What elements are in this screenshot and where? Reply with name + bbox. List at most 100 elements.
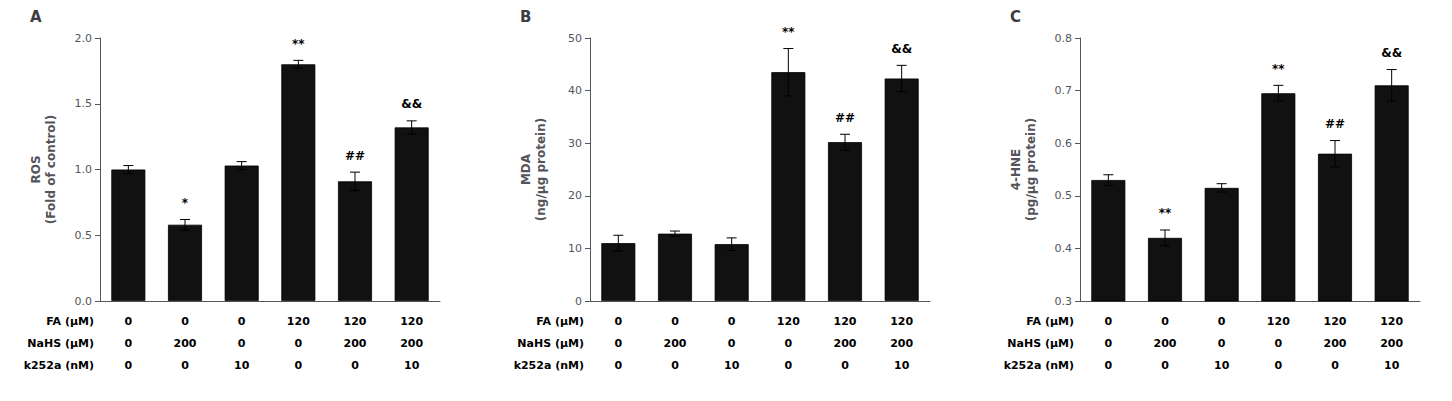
svg-text:0: 0 [125, 359, 133, 372]
svg-text:##: ## [835, 111, 855, 125]
svg-text:k252a (nM): k252a (nM) [24, 359, 94, 372]
svg-text:0: 0 [1105, 337, 1113, 350]
svg-text:200: 200 [344, 337, 367, 350]
svg-text:0: 0 [785, 359, 793, 372]
svg-text:120: 120 [1267, 315, 1290, 328]
svg-text:0.4: 0.4 [1055, 242, 1073, 255]
svg-text:0: 0 [841, 359, 849, 372]
svg-text:0: 0 [1331, 359, 1339, 372]
svg-text:0: 0 [575, 295, 582, 308]
svg-text:20: 20 [568, 189, 582, 202]
svg-text:10: 10 [1384, 359, 1400, 372]
svg-text:0: 0 [1218, 337, 1226, 350]
svg-text:200: 200 [1154, 337, 1177, 350]
svg-text:0: 0 [615, 359, 623, 372]
svg-text:**: ** [782, 25, 795, 39]
svg-text:0: 0 [238, 337, 246, 350]
svg-text:0: 0 [295, 359, 303, 372]
svg-text:0: 0 [238, 315, 246, 328]
svg-text:##: ## [1325, 117, 1345, 131]
svg-text:0: 0 [728, 337, 736, 350]
svg-text:**: ** [292, 37, 305, 51]
svg-text:0: 0 [615, 337, 623, 350]
svg-text:10: 10 [404, 359, 420, 372]
svg-text:(Fold of control): (Fold of control) [44, 115, 58, 224]
svg-text:0.7: 0.7 [1055, 84, 1073, 97]
svg-text:A: A [30, 8, 42, 26]
svg-text:2.0: 2.0 [75, 32, 93, 45]
svg-text:0: 0 [1275, 359, 1283, 372]
svg-text:120: 120 [834, 315, 857, 328]
svg-text:0: 0 [295, 337, 303, 350]
svg-text:0: 0 [1105, 359, 1113, 372]
svg-text:NaHS (μM): NaHS (μM) [1007, 337, 1074, 350]
svg-text:0.6: 0.6 [1055, 137, 1073, 150]
svg-text:(pg/μg protein): (pg/μg protein) [1024, 118, 1038, 221]
svg-text:0: 0 [1161, 359, 1169, 372]
svg-text:0: 0 [671, 359, 679, 372]
svg-text:200: 200 [834, 337, 857, 350]
svg-text:*: * [182, 196, 189, 210]
svg-text:B: B [520, 8, 531, 26]
svg-text:MDA: MDA [519, 153, 533, 185]
svg-text:NaHS (μM): NaHS (μM) [27, 337, 94, 350]
svg-text:0.8: 0.8 [1055, 32, 1073, 45]
svg-text:200: 200 [1380, 337, 1403, 350]
svg-text:0: 0 [181, 315, 189, 328]
svg-text:0: 0 [125, 337, 133, 350]
svg-text:k252a (nM): k252a (nM) [514, 359, 584, 372]
svg-text:120: 120 [287, 315, 310, 328]
svg-text:ROS: ROS [29, 155, 43, 183]
svg-text:200: 200 [890, 337, 913, 350]
svg-text:0: 0 [181, 359, 189, 372]
svg-text:1.5: 1.5 [75, 97, 93, 110]
svg-text:(ng/μg protein): (ng/μg protein) [534, 118, 548, 221]
svg-text:0.3: 0.3 [1055, 295, 1073, 308]
svg-text:0: 0 [1161, 315, 1169, 328]
svg-text:120: 120 [777, 315, 800, 328]
svg-text:0: 0 [785, 337, 793, 350]
svg-text:FA (μM): FA (μM) [46, 315, 94, 328]
svg-text:0: 0 [671, 315, 679, 328]
svg-text:k252a (nM): k252a (nM) [1004, 359, 1074, 372]
svg-text:**: ** [1159, 206, 1172, 220]
svg-text:200: 200 [174, 337, 197, 350]
svg-text:0: 0 [125, 315, 133, 328]
svg-text:120: 120 [400, 315, 423, 328]
svg-text:10: 10 [894, 359, 910, 372]
svg-text:0: 0 [1105, 315, 1113, 328]
svg-text:##: ## [345, 149, 365, 163]
svg-text:0.5: 0.5 [75, 229, 93, 242]
svg-text:120: 120 [1380, 315, 1403, 328]
svg-text:120: 120 [344, 315, 367, 328]
svg-text:200: 200 [1324, 337, 1347, 350]
svg-text:0: 0 [615, 315, 623, 328]
svg-text:4-HNE: 4-HNE [1009, 149, 1023, 191]
svg-text:200: 200 [664, 337, 687, 350]
svg-text:&&: && [1381, 46, 1402, 60]
svg-text:0.5: 0.5 [1055, 189, 1073, 202]
svg-text:1.0: 1.0 [75, 163, 93, 176]
svg-text:0.0: 0.0 [75, 295, 93, 308]
svg-text:10: 10 [1214, 359, 1230, 372]
svg-text:0: 0 [1275, 337, 1283, 350]
svg-text:40: 40 [568, 84, 582, 97]
svg-text:10: 10 [724, 359, 740, 372]
svg-text:&&: && [401, 97, 422, 111]
svg-text:&&: && [891, 42, 912, 56]
svg-text:0: 0 [351, 359, 359, 372]
svg-text:0: 0 [1218, 315, 1226, 328]
svg-text:120: 120 [890, 315, 913, 328]
svg-text:10: 10 [234, 359, 250, 372]
svg-text:30: 30 [568, 137, 582, 150]
svg-text:200: 200 [400, 337, 423, 350]
svg-text:**: ** [1272, 62, 1285, 76]
svg-text:0: 0 [728, 315, 736, 328]
svg-text:FA (μM): FA (μM) [1026, 315, 1074, 328]
svg-text:FA (μM): FA (μM) [536, 315, 584, 328]
svg-text:50: 50 [568, 32, 582, 45]
svg-text:120: 120 [1324, 315, 1347, 328]
svg-text:NaHS (μM): NaHS (μM) [517, 337, 584, 350]
svg-text:10: 10 [568, 242, 582, 255]
svg-text:C: C [1010, 8, 1021, 26]
